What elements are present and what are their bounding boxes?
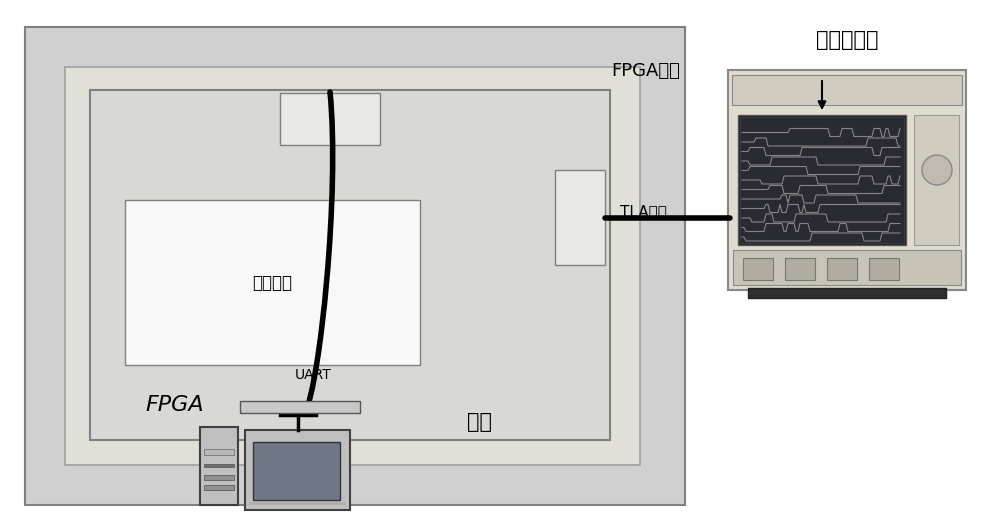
Bar (733, 250, 961, 285)
Text: UART: UART (295, 368, 332, 382)
Bar (280, 93, 380, 145)
Bar (240, 401, 360, 413)
Bar (748, 288, 946, 298)
Bar (732, 75, 962, 105)
Bar (204, 485, 234, 490)
Bar (785, 258, 815, 280)
Text: 逻辑分析仪: 逻辑分析仪 (816, 30, 878, 50)
Bar (738, 115, 906, 245)
Text: 控制逻辑: 控制逻辑 (252, 274, 292, 292)
Bar (827, 258, 857, 280)
Circle shape (922, 155, 952, 185)
Bar (555, 170, 605, 265)
Bar (204, 475, 234, 480)
Bar (90, 90, 610, 440)
Text: FPGA平台: FPGA平台 (611, 62, 680, 80)
Text: 主机: 主机 (468, 412, 492, 432)
Text: FPGA: FPGA (145, 395, 204, 415)
Bar (204, 449, 234, 455)
Bar (25, 27, 685, 505)
Bar (125, 200, 420, 365)
Bar (914, 115, 959, 245)
Bar (200, 427, 238, 505)
Bar (740, 117, 904, 243)
Bar (204, 464, 234, 467)
Bar (245, 430, 350, 510)
Bar (869, 258, 899, 280)
Bar (743, 258, 773, 280)
Text: TLA探头: TLA探头 (620, 205, 667, 219)
Bar (65, 67, 640, 465)
Bar (249, 502, 346, 505)
Bar (253, 442, 340, 500)
Bar (728, 70, 966, 290)
